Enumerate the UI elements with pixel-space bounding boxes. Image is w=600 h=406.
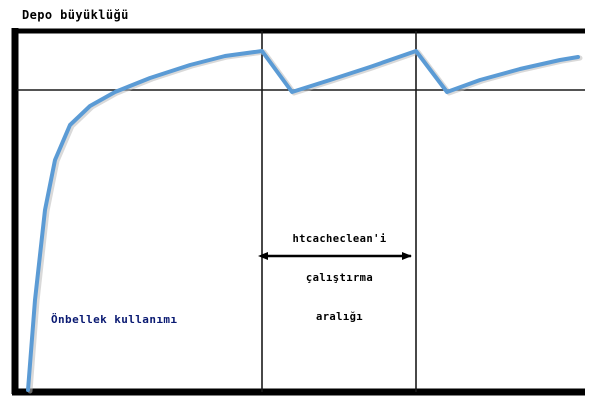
cache-usage-series-label: Önbellek kullanımı [51, 313, 178, 326]
htcacheclean-interval-caption: htcacheclean'i çalıştırma aralığı [262, 207, 417, 350]
caption-line-1: htcacheclean'i [292, 233, 387, 245]
y-axis-title: Depo büyüklüğü [22, 8, 129, 22]
cache-usage-curve [26, 49, 580, 392]
caption-line-2: çalıştırma [305, 272, 374, 284]
caption-line-3: aralığı [315, 311, 364, 323]
